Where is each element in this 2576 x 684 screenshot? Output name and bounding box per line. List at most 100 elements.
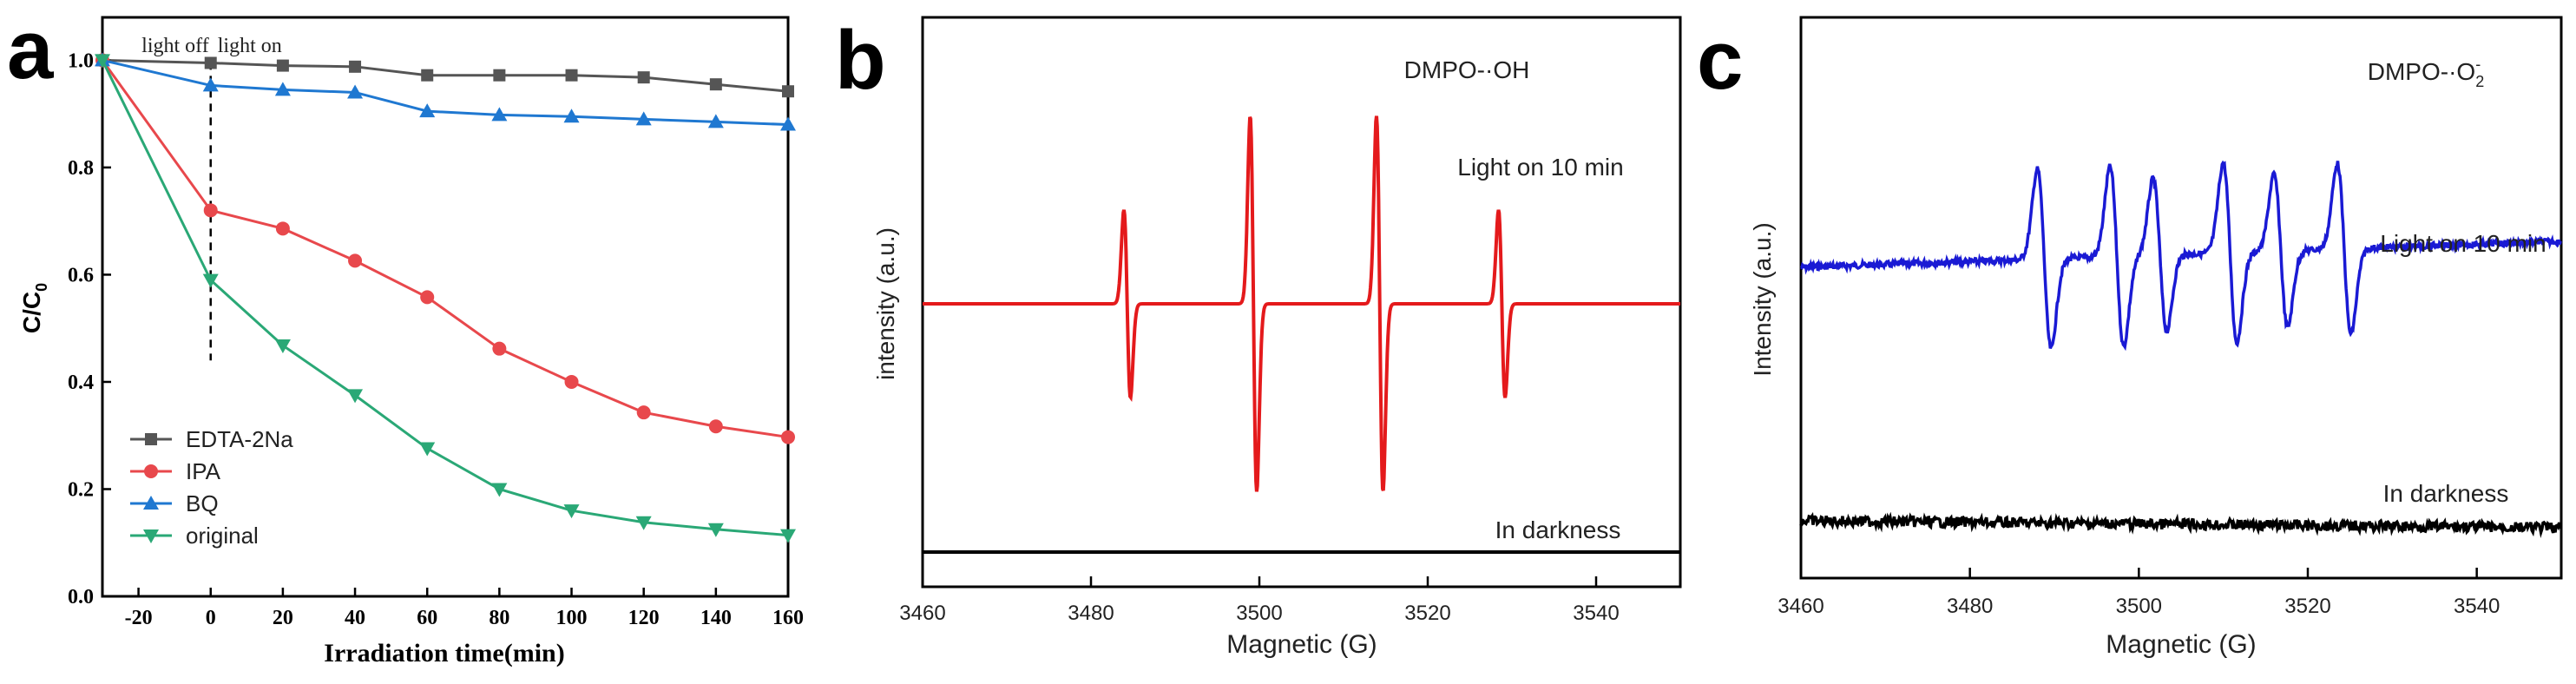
data-point <box>780 116 796 131</box>
panel-a-x-ticks: -20 0 20 40 60 80 100 120 140 160 <box>125 588 804 629</box>
panel-label-c: c <box>1697 14 1743 107</box>
data-point <box>637 71 650 84</box>
panel-b-species-label: DMPO-·OH <box>1404 56 1530 83</box>
series-line <box>101 59 789 439</box>
x-tick-label: 3460 <box>899 602 945 625</box>
x-tick-label: 0 <box>206 607 216 629</box>
panel-b-y-axis-label: intensity (a.u.) <box>872 227 899 380</box>
legend-item: EDTA-2Na <box>130 426 293 452</box>
series-line <box>101 59 789 537</box>
series-original <box>95 54 796 543</box>
data-point <box>348 253 363 268</box>
data-point <box>781 430 795 444</box>
x-tick-label: 20 <box>273 607 293 629</box>
data-point <box>347 84 364 99</box>
panel-a-y-axis-label: C/C0 <box>18 283 50 333</box>
data-point <box>707 114 724 128</box>
x-tick-label: 3480 <box>1068 602 1114 625</box>
x-tick-label: 3480 <box>1947 595 1993 618</box>
data-point <box>707 523 724 537</box>
data-point <box>202 273 219 288</box>
panel-a-x-axis-label: Irradiation time(min) <box>324 639 564 668</box>
panel-a-y-axis-label-sub: 0 <box>33 283 50 292</box>
x-tick-label: 3540 <box>2454 595 2500 618</box>
panel-c-darkness-label: In darkness <box>2383 480 2509 507</box>
legend-swatch-marker <box>144 464 158 478</box>
panel-c-species-sub: 2 <box>2475 73 2484 90</box>
x-tick-label: 3460 <box>1778 595 1824 618</box>
y-tick-label: 0.8 <box>68 157 94 180</box>
y-tick-label: 0.6 <box>68 264 94 286</box>
panel-a-frame <box>101 16 790 598</box>
panel-b-darkness-label: In darkness <box>1495 516 1621 543</box>
x-tick-label: 3520 <box>1404 602 1450 625</box>
data-point <box>782 85 794 98</box>
series-bq <box>95 52 796 131</box>
legend-swatch-marker <box>145 433 157 445</box>
data-point <box>349 60 362 73</box>
panel-a-y-axis-label-main: C/C <box>18 292 45 333</box>
y-tick-label: 1.0 <box>68 49 94 72</box>
data-point <box>491 483 508 497</box>
light-on-annotation: light on <box>218 35 282 57</box>
data-point <box>564 374 579 389</box>
legend-swatch-marker <box>143 496 159 510</box>
panel-b: DMPO-·OH Light on 10 min In darkness 346… <box>872 16 1682 659</box>
x-tick-label: 160 <box>772 607 804 629</box>
series-edta-2na <box>96 54 794 98</box>
data-point <box>419 103 436 118</box>
legend-item: BQ <box>130 490 219 516</box>
data-point <box>420 290 435 305</box>
x-tick-label: -20 <box>125 607 153 629</box>
data-point <box>635 516 652 530</box>
panel-c-light-on-label: Light on 10 min <box>2380 230 2546 257</box>
panel-c-light-on-spectrum <box>1800 160 2562 352</box>
data-point <box>347 389 364 404</box>
data-point <box>709 78 722 91</box>
data-point <box>563 504 580 519</box>
data-point <box>203 203 218 218</box>
data-point <box>274 339 291 353</box>
legend-swatch-marker <box>143 529 159 543</box>
panel-c: DMPO-·O2- Light on 10 min In darkness 34… <box>1749 16 2563 659</box>
x-tick-label: 80 <box>489 607 509 629</box>
panel-a-series <box>95 52 796 543</box>
x-tick-label: 100 <box>556 607 588 629</box>
y-tick-label: 0.0 <box>68 586 94 608</box>
panel-a: light off light on -20 0 20 40 60 80 100 120 140… <box>18 16 804 668</box>
data-point <box>636 405 651 420</box>
data-point <box>635 111 652 126</box>
panel-b-light-on-spectrum <box>923 115 1680 492</box>
data-point <box>204 56 217 69</box>
series-ipa <box>95 53 795 444</box>
panel-c-species-main: DMPO-·O <box>2368 58 2475 85</box>
y-tick-label: 0.4 <box>68 372 94 394</box>
legend-label: original <box>186 523 259 549</box>
legend-item: IPA <box>130 458 221 484</box>
panel-c-x-ticks: 3460 3480 3500 3520 3540 <box>1778 568 2500 618</box>
panel-b-x-ticks: 3460 3480 3500 3520 3540 <box>899 576 1620 625</box>
data-point <box>491 107 508 122</box>
x-tick-label: 3540 <box>1573 602 1619 625</box>
panel-c-darkness-spectrum <box>1799 511 2563 539</box>
panel-label-b: b <box>835 14 886 107</box>
data-point <box>421 69 434 82</box>
data-point <box>202 77 219 92</box>
x-tick-label: 140 <box>700 607 732 629</box>
legend-label: BQ <box>186 490 219 516</box>
legend-label: IPA <box>186 458 221 484</box>
panel-a-legend: EDTA-2Na IPA BQ original <box>130 426 293 549</box>
data-point <box>95 54 110 69</box>
data-point <box>565 69 578 82</box>
x-tick-label: 3500 <box>2116 595 2162 618</box>
panel-b-light-on-label: Light on 10 min <box>1457 154 1623 181</box>
data-point <box>275 221 290 236</box>
panel-c-species-sup: - <box>2475 56 2481 73</box>
panel-c-frame <box>1799 16 2563 580</box>
legend-label: EDTA-2Na <box>186 426 293 452</box>
y-tick-label: 0.2 <box>68 478 94 501</box>
legend-item: original <box>130 523 259 549</box>
x-tick-label: 60 <box>417 607 437 629</box>
x-tick-label: 120 <box>628 607 660 629</box>
